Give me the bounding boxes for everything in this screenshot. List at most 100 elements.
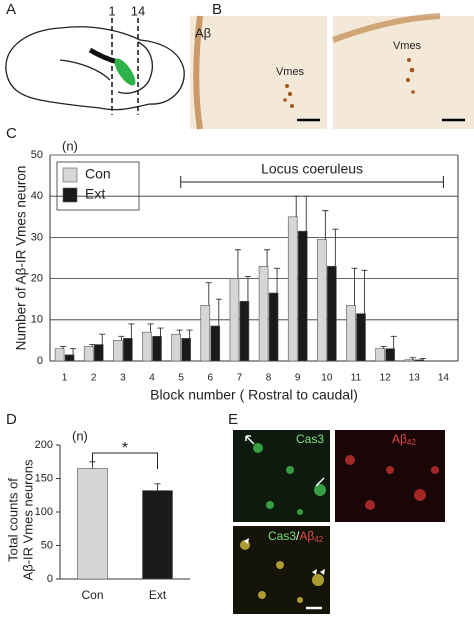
error-bar bbox=[186, 329, 193, 339]
x-axis-label: Block number ( Rostral to caudal) bbox=[150, 387, 358, 403]
bar bbox=[64, 354, 75, 362]
error-bar bbox=[205, 282, 212, 306]
legend-label: Con bbox=[85, 166, 111, 182]
stain-label: Aβ bbox=[299, 529, 314, 543]
stained-cells bbox=[283, 58, 415, 108]
stain-label: Aβ42 bbox=[392, 432, 416, 447]
error-bar bbox=[390, 335, 397, 349]
x-tick-label: 12 bbox=[380, 373, 392, 384]
tissue-edge bbox=[193, 15, 203, 130]
brain-schematic bbox=[5, 26, 185, 111]
bar bbox=[171, 333, 181, 362]
y-tick-label: 20 bbox=[31, 273, 43, 285]
bar bbox=[113, 340, 123, 362]
error-bar bbox=[351, 267, 358, 306]
cells-red bbox=[345, 455, 439, 510]
x-tick-label: 5 bbox=[178, 373, 184, 384]
bar bbox=[93, 344, 104, 362]
error-bar bbox=[303, 195, 310, 232]
bar bbox=[268, 292, 279, 362]
bar bbox=[258, 265, 269, 362]
error-bar bbox=[332, 228, 339, 267]
error-bar bbox=[274, 267, 281, 294]
error-bar bbox=[154, 483, 161, 491]
y-tick-label: 0 bbox=[37, 355, 43, 367]
range-label: Locus coeruleus bbox=[261, 161, 363, 177]
arrowhead bbox=[312, 569, 325, 575]
bar bbox=[152, 335, 162, 362]
y-tick-label: 0 bbox=[47, 573, 53, 585]
bar bbox=[123, 338, 133, 362]
micrograph bbox=[335, 430, 445, 522]
error-bar bbox=[409, 357, 416, 360]
stain-subscript: 42 bbox=[314, 535, 323, 544]
cells-merge bbox=[240, 540, 324, 603]
error-bar bbox=[322, 210, 329, 240]
bar bbox=[54, 348, 65, 362]
error-bar bbox=[128, 323, 135, 339]
x-tick-label: 6 bbox=[208, 373, 214, 384]
error-bar bbox=[99, 333, 106, 345]
stain-label: Cas3 bbox=[296, 432, 324, 446]
tissue-edge bbox=[331, 13, 441, 43]
y-axis-label: Total counts of bbox=[5, 478, 20, 562]
x-tick-label: 3 bbox=[120, 373, 126, 384]
cells-green bbox=[253, 443, 326, 515]
legend-label: Ext bbox=[85, 186, 105, 202]
bar bbox=[200, 305, 211, 362]
micrograph bbox=[233, 430, 330, 522]
error-bar bbox=[234, 249, 241, 279]
bar bbox=[287, 216, 298, 362]
significance-bracket bbox=[92, 452, 158, 469]
x-tick-label: 14 bbox=[438, 373, 450, 384]
y-tick-label: 10 bbox=[31, 314, 43, 326]
bar bbox=[210, 325, 221, 362]
stain-label: Cas3 bbox=[268, 529, 296, 543]
x-tick-label: 2 bbox=[91, 373, 97, 384]
stain-label: Aβ bbox=[195, 25, 211, 40]
error-bar bbox=[264, 249, 271, 267]
error-bar bbox=[244, 276, 251, 302]
bar bbox=[346, 305, 356, 362]
stain-label: Cas3/Aβ42 bbox=[268, 529, 324, 544]
error-bar bbox=[157, 327, 164, 337]
panel-label: E bbox=[228, 411, 238, 428]
x-tick-label: 1 bbox=[62, 373, 68, 384]
error-bar bbox=[70, 348, 77, 355]
error-bar bbox=[118, 335, 125, 341]
y-tick-label: 100 bbox=[35, 506, 53, 518]
unit-label: (n) bbox=[62, 138, 78, 153]
y-tick-label: 200 bbox=[35, 439, 53, 451]
stain-separator: / bbox=[296, 529, 300, 543]
bar bbox=[327, 265, 337, 362]
panel-label: C bbox=[6, 125, 17, 142]
error-bar bbox=[60, 346, 67, 349]
legend-box bbox=[56, 161, 140, 211]
x-tick-label: 11 bbox=[351, 373, 362, 384]
legend-swatch bbox=[62, 187, 78, 203]
error-bar bbox=[293, 195, 300, 217]
micrograph bbox=[190, 16, 327, 129]
section-label: 1 bbox=[108, 3, 115, 18]
bar bbox=[297, 230, 308, 362]
x-tick-label: 4 bbox=[149, 373, 155, 384]
y-tick-label: 30 bbox=[31, 231, 43, 243]
bar bbox=[385, 348, 395, 362]
stain-label: Aβ bbox=[392, 432, 407, 446]
y-axis-label: Aβ-IR Vmes neurons bbox=[20, 459, 35, 580]
bar bbox=[414, 359, 425, 362]
error-bar bbox=[380, 346, 387, 349]
panel-label: B bbox=[212, 1, 222, 18]
x-tick-label: 7 bbox=[237, 373, 243, 384]
micrograph bbox=[233, 526, 330, 614]
y-tick-label: 50 bbox=[31, 149, 43, 161]
panel-label: D bbox=[6, 411, 17, 428]
unit-label: (n) bbox=[72, 428, 88, 443]
panel-label: A bbox=[6, 1, 16, 18]
significance-mark: * bbox=[122, 440, 128, 457]
x-tick-label: Ext bbox=[149, 588, 167, 602]
x-tick-label: 8 bbox=[266, 373, 272, 384]
bar bbox=[239, 300, 250, 362]
bar bbox=[375, 348, 385, 362]
bar bbox=[83, 346, 94, 362]
